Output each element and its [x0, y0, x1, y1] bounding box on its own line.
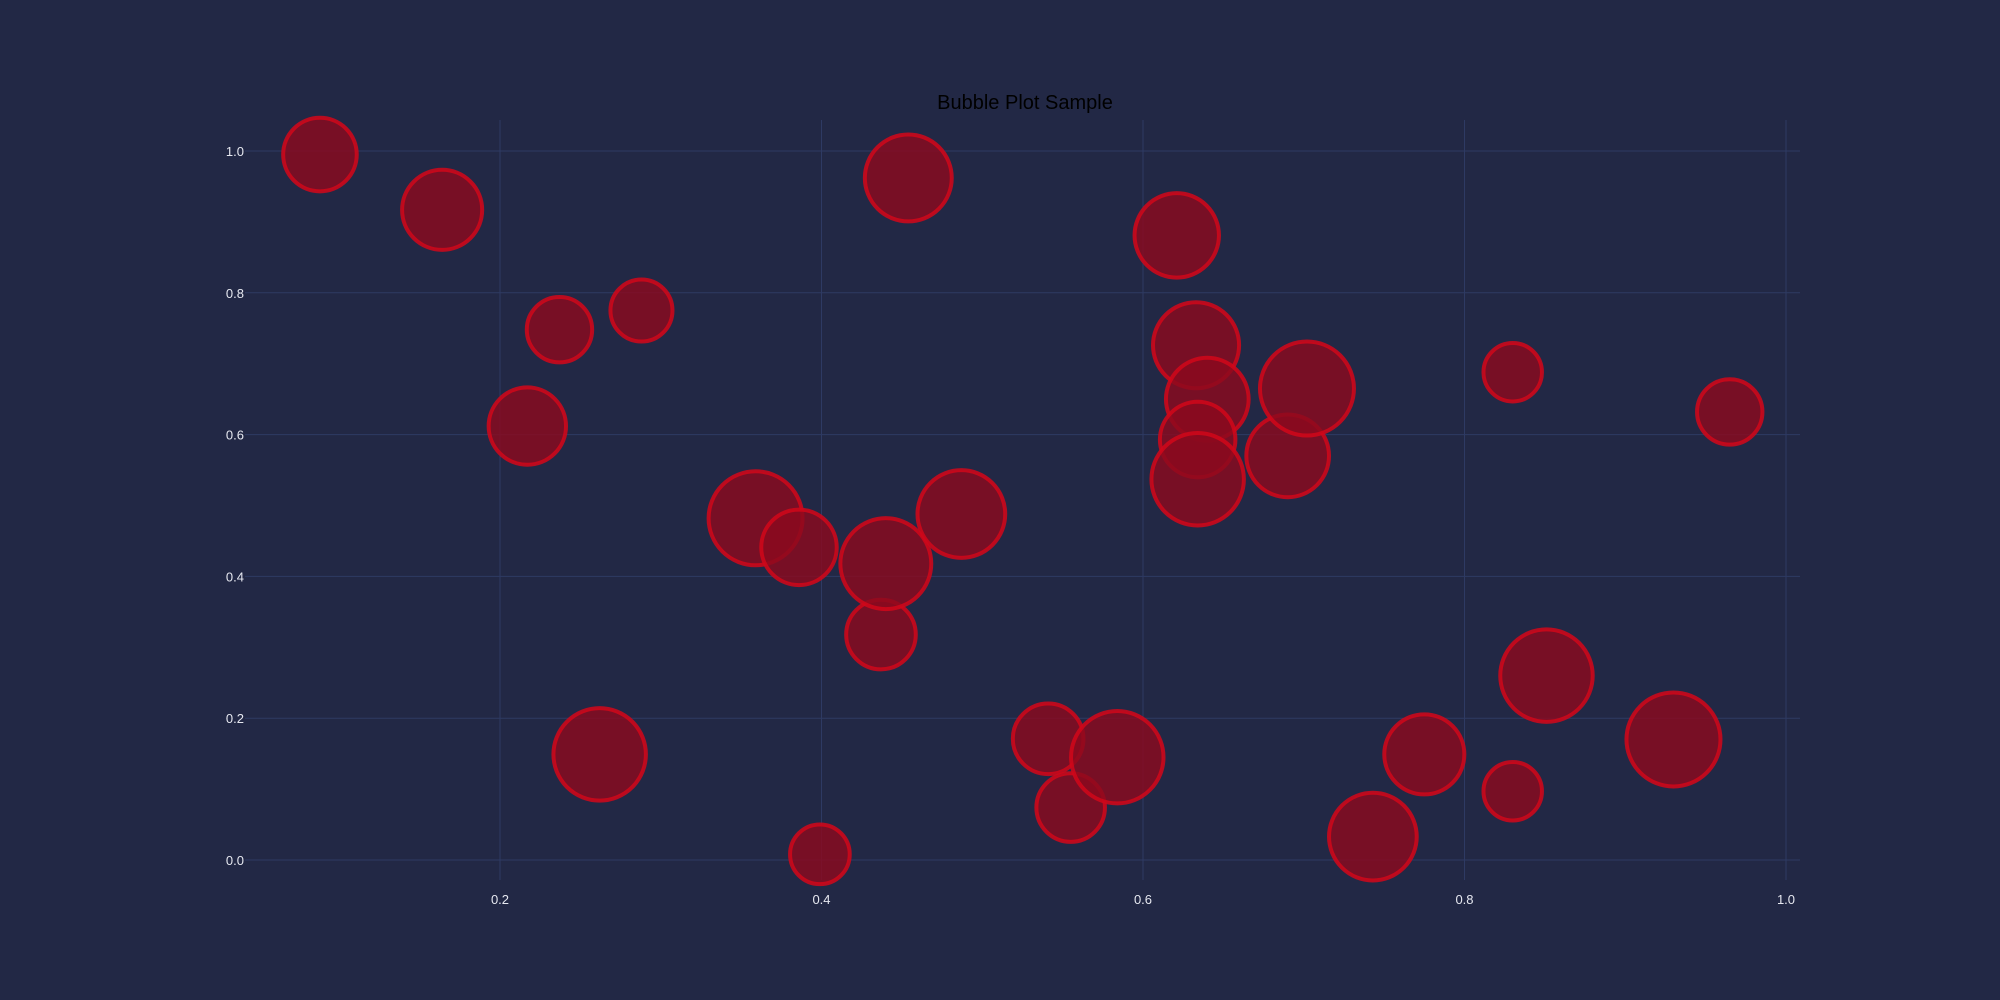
bubble-point [915, 468, 1008, 560]
bubble-point [400, 167, 485, 252]
bubble-layer [281, 115, 1765, 887]
chart-title: Bubble Plot Sample [937, 92, 1113, 114]
bubble-point [759, 507, 839, 588]
x-tick-label: 0.2 [491, 892, 509, 907]
bubble-point [1257, 339, 1356, 438]
grid-layer [245, 120, 1800, 880]
y-tick-label: 1.0 [226, 144, 244, 159]
x-tick-label: 1.0 [1777, 892, 1795, 907]
bubble-point [862, 132, 954, 224]
x-tick-label: 0.8 [1455, 892, 1473, 907]
bubble-point [524, 294, 595, 365]
bubble-point [281, 115, 359, 194]
tick-layer: 0.2 0.4 0.6 0.8 1.0 0.0 0.2 0.4 0.6 0.8 1.0 [226, 144, 1795, 907]
bubble-point [1481, 340, 1544, 404]
bubble-point [1624, 690, 1723, 789]
y-tick-label: 0.8 [226, 286, 244, 301]
bubble-point [1498, 627, 1595, 724]
bubble-point [1069, 708, 1166, 806]
x-tick-label: 0.6 [1134, 892, 1152, 907]
bubble-point [1132, 191, 1221, 280]
y-tick-label: 0.6 [226, 428, 244, 443]
y-tick-label: 0.2 [226, 711, 244, 726]
y-tick-label: 0.4 [226, 569, 244, 584]
bubble-point [1695, 377, 1765, 447]
bubble-point [1327, 790, 1419, 883]
bubble-point [1481, 759, 1544, 823]
x-tick-label: 0.4 [812, 892, 830, 907]
bubble-point [486, 385, 569, 467]
bubble-point [608, 277, 675, 344]
y-tick-label: 0.0 [226, 853, 244, 868]
bubble-point [1149, 431, 1246, 528]
bubble-point [551, 706, 648, 803]
bubble-point [838, 516, 934, 612]
bubble-point [1382, 712, 1467, 797]
bubble-point [788, 822, 852, 887]
